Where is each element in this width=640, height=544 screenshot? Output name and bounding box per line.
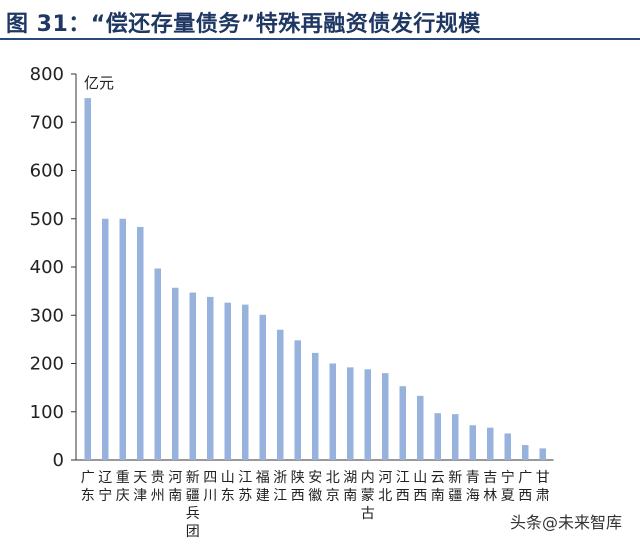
y-tick-label: 500 — [30, 209, 64, 230]
category-label: 吉林 — [483, 470, 497, 504]
bar — [207, 296, 214, 460]
y-axis-unit: 亿元 — [84, 74, 114, 92]
bar — [294, 340, 301, 460]
category-label: 新疆 — [448, 470, 462, 504]
category-label: 天津 — [133, 470, 147, 504]
figure-title: 图 31：“偿还存量债务”特殊再融资债发行规模 — [6, 12, 481, 37]
category-labels: 广东辽宁重庆天津贵州河南新疆兵团四川山东江苏福建浙江陕西安徽北京湖南内蒙古河北江… — [81, 469, 550, 540]
category-label: 四川 — [203, 470, 217, 504]
y-tick-label: 0 — [53, 450, 64, 471]
bar — [242, 304, 249, 460]
bar — [154, 268, 161, 460]
category-label: 辽宁 — [98, 470, 112, 504]
category-label: 浙江 — [273, 470, 287, 504]
y-tick-label: 400 — [30, 257, 64, 278]
category-label: 山东 — [221, 470, 235, 504]
category-label: 福建 — [256, 470, 270, 504]
bar — [399, 386, 406, 460]
category-label: 重庆 — [116, 470, 130, 504]
bar — [504, 433, 511, 460]
bar — [224, 302, 231, 460]
bar — [487, 427, 494, 460]
bar — [329, 363, 336, 460]
bar — [172, 287, 179, 460]
category-label: 山西 — [413, 470, 427, 504]
bar — [189, 292, 196, 460]
bar — [277, 329, 284, 460]
category-label: 安徽 — [308, 470, 322, 504]
y-tick-label: 300 — [30, 305, 64, 326]
bar — [102, 218, 109, 460]
bar — [452, 414, 459, 460]
bar — [84, 98, 91, 460]
y-tick-label: 700 — [30, 112, 64, 133]
bars — [84, 98, 546, 460]
bar — [434, 413, 441, 460]
category-label: 宁夏 — [501, 469, 515, 504]
bar — [417, 395, 424, 460]
bar — [347, 367, 354, 460]
category-label: 广西 — [518, 470, 532, 504]
category-label: 青海 — [466, 470, 480, 504]
category-label: 内蒙古 — [361, 470, 375, 522]
category-label: 北京 — [326, 470, 340, 504]
category-label: 广东 — [81, 470, 95, 504]
category-label: 云南 — [431, 470, 445, 504]
bar — [119, 218, 126, 460]
category-label: 贵州 — [151, 470, 165, 504]
bar — [382, 373, 389, 460]
bar — [539, 448, 546, 460]
title-bar: 图 31：“偿还存量债务”特殊再融资债发行规模 — [0, 0, 640, 40]
bar — [364, 369, 371, 460]
bar — [522, 445, 529, 460]
category-label: 江西 — [396, 470, 410, 504]
category-label: 甘肃 — [536, 470, 550, 504]
y-tick-label: 100 — [30, 402, 64, 423]
category-label: 陕西 — [291, 470, 305, 504]
watermark: 头条@未来智库 — [505, 508, 626, 534]
category-label: 湖南 — [343, 470, 357, 504]
bar — [312, 352, 319, 460]
y-tick-label: 800 — [30, 64, 64, 85]
category-label: 新疆兵团 — [186, 470, 200, 540]
y-axis-ticks: 0 100 200 300 400 500 600 700 800 — [30, 64, 76, 471]
category-label: 江苏 — [238, 470, 252, 504]
category-label: 河北 — [378, 470, 392, 504]
bar — [259, 314, 266, 460]
bar — [137, 226, 144, 460]
category-label: 河南 — [168, 470, 182, 504]
y-tick-label: 200 — [30, 354, 64, 375]
y-tick-label: 600 — [30, 161, 64, 182]
bar — [469, 425, 476, 460]
